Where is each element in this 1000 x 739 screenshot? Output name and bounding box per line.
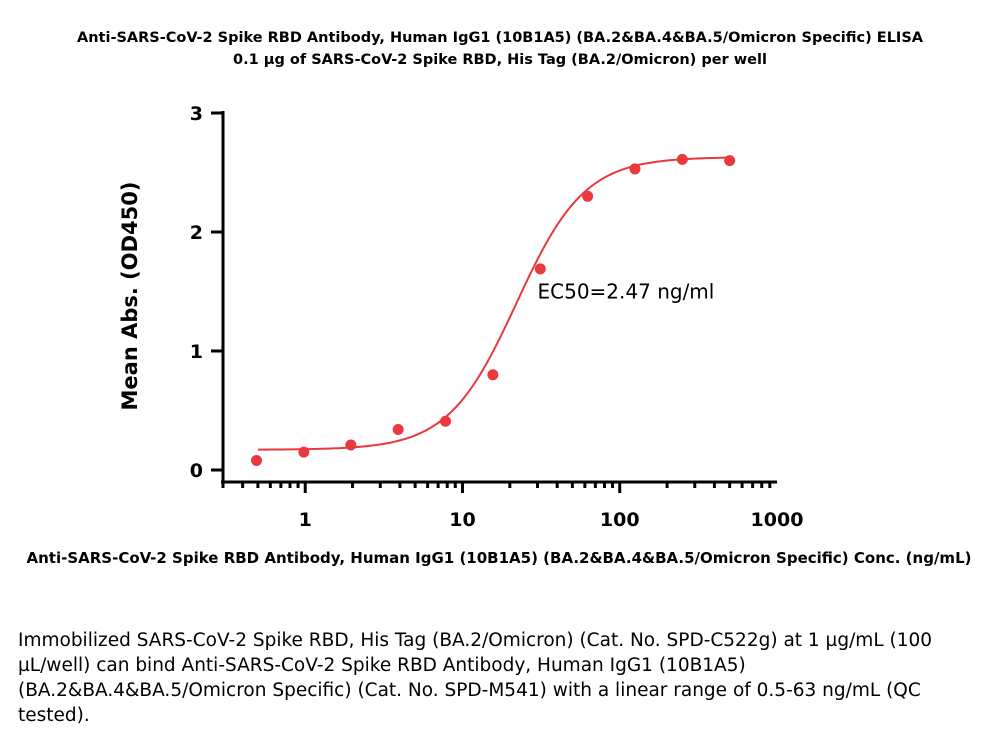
x-tick-label: 1	[299, 509, 312, 531]
fit-curve	[257, 156, 730, 451]
ec50-annotation: EC50=2.47 ng/ml	[538, 280, 715, 304]
data-point	[298, 446, 310, 458]
data-point	[724, 155, 736, 167]
data-point	[629, 163, 641, 175]
axes	[211, 111, 777, 493]
data-point	[487, 369, 499, 381]
x-tick-label: 1000	[751, 509, 804, 531]
y-tick-label: 0	[190, 460, 203, 482]
y-tick-label: 2	[190, 222, 203, 244]
tick-labels: 0 1 2 3 1 10 100 1000	[190, 103, 804, 531]
data-point	[582, 190, 594, 202]
x-tick-label: 10	[449, 509, 475, 531]
chart-subtitle: 0.1 µg of SARS-CoV-2 Spike RBD, His Tag …	[233, 52, 767, 68]
data-point	[392, 424, 404, 436]
y-tick-label: 1	[190, 341, 203, 363]
data-point	[251, 454, 263, 466]
data-point	[534, 263, 546, 275]
data-point	[440, 415, 452, 427]
y-tick-label: 3	[190, 103, 203, 125]
data-point	[676, 153, 688, 165]
x-axis-label: Anti-SARS-CoV-2 Spike RBD Antibody, Huma…	[27, 549, 972, 567]
y-axis-label: Mean Abs. (OD450)	[118, 182, 142, 411]
x-tick-label: 100	[600, 509, 640, 531]
elisa-chart: 0 1 2 3 1 10 100 1000 Mean Abs. (OD450) Anti-SA…	[27, 103, 972, 567]
figure-caption: Immobilized SARS-CoV-2 Spike RBD, His Ta…	[18, 630, 933, 726]
data-point	[345, 439, 357, 451]
data-points	[251, 153, 736, 466]
chart-title: Anti-SARS-CoV-2 Spike RBD Antibody, Huma…	[77, 30, 923, 46]
